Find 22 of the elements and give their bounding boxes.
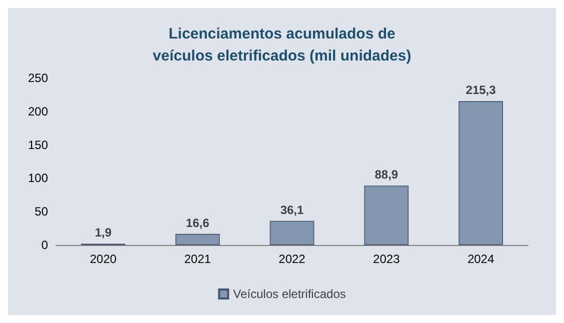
data-label: 16,6 bbox=[186, 216, 210, 230]
x-tick-label: 2020 bbox=[90, 252, 117, 266]
y-tick-label: 250 bbox=[28, 71, 48, 85]
y-tick-label: 200 bbox=[28, 104, 48, 118]
data-label: 36,1 bbox=[280, 202, 304, 217]
bar bbox=[175, 234, 220, 245]
x-tick-label: 2023 bbox=[373, 252, 400, 266]
y-tick-label: 100 bbox=[28, 171, 48, 186]
chart-title: Licenciamentos acumulados de veículos eletrificados (mil unidades) bbox=[152, 26, 412, 64]
y-tick-label: 50 bbox=[34, 204, 48, 219]
data-label: 1,9 bbox=[94, 226, 112, 240]
y-tick-label: 0 bbox=[41, 238, 48, 252]
bar bbox=[364, 186, 409, 245]
data-label: 215,3 bbox=[466, 83, 496, 98]
x-tick-label: 2024 bbox=[467, 252, 494, 266]
y-tick-label: 150 bbox=[28, 138, 48, 152]
bar bbox=[270, 220, 314, 245]
data-label: 88,9 bbox=[374, 168, 398, 182]
bar bbox=[458, 101, 503, 245]
legend-label: Veículos eletrificados bbox=[233, 287, 346, 301]
x-tick-label: 2021 bbox=[184, 252, 212, 266]
x-tick-label: 2022 bbox=[278, 252, 306, 266]
